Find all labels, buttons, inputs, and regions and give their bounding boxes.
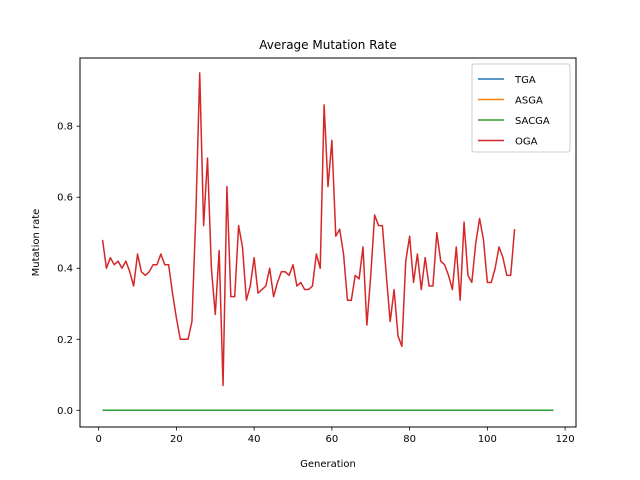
x-tick-label: 60 bbox=[326, 434, 339, 445]
y-tick-label: 0.6 bbox=[57, 193, 73, 204]
x-tick-label: 20 bbox=[170, 434, 183, 445]
legend-box bbox=[471, 63, 571, 153]
x-axis-title: Generation bbox=[300, 459, 356, 470]
y-tick-label: 0.8 bbox=[57, 122, 73, 133]
chart-title: Average Mutation Rate bbox=[259, 38, 396, 52]
x-tick-label: 100 bbox=[478, 434, 497, 445]
legend-label-sacga: SACGA bbox=[515, 116, 550, 127]
x-tick-label: 120 bbox=[556, 434, 575, 445]
x-tick-label: 80 bbox=[403, 434, 416, 445]
series-layer bbox=[101, 72, 554, 412]
legend: TGA ASGA SACGA OGA bbox=[471, 63, 571, 153]
y-tick-label: 0.2 bbox=[57, 335, 73, 346]
legend-label-asga: ASGA bbox=[515, 96, 543, 107]
legend-label-oga: OGA bbox=[515, 137, 538, 148]
legend-label-tga: TGA bbox=[514, 75, 536, 86]
y-axis: 0.0 0.2 0.4 0.6 0.8 bbox=[57, 122, 80, 417]
x-tick-label: 0 bbox=[95, 434, 101, 445]
y-tick-label: 0.0 bbox=[57, 406, 73, 417]
x-tick-label: 40 bbox=[248, 434, 261, 445]
y-axis-title: Mutation rate bbox=[31, 209, 42, 277]
series-line-oga bbox=[101, 72, 516, 387]
x-axis: 0 20 40 60 80 100 120 bbox=[95, 427, 575, 445]
y-tick-label: 0.4 bbox=[57, 264, 73, 275]
plot-frame bbox=[79, 57, 577, 428]
